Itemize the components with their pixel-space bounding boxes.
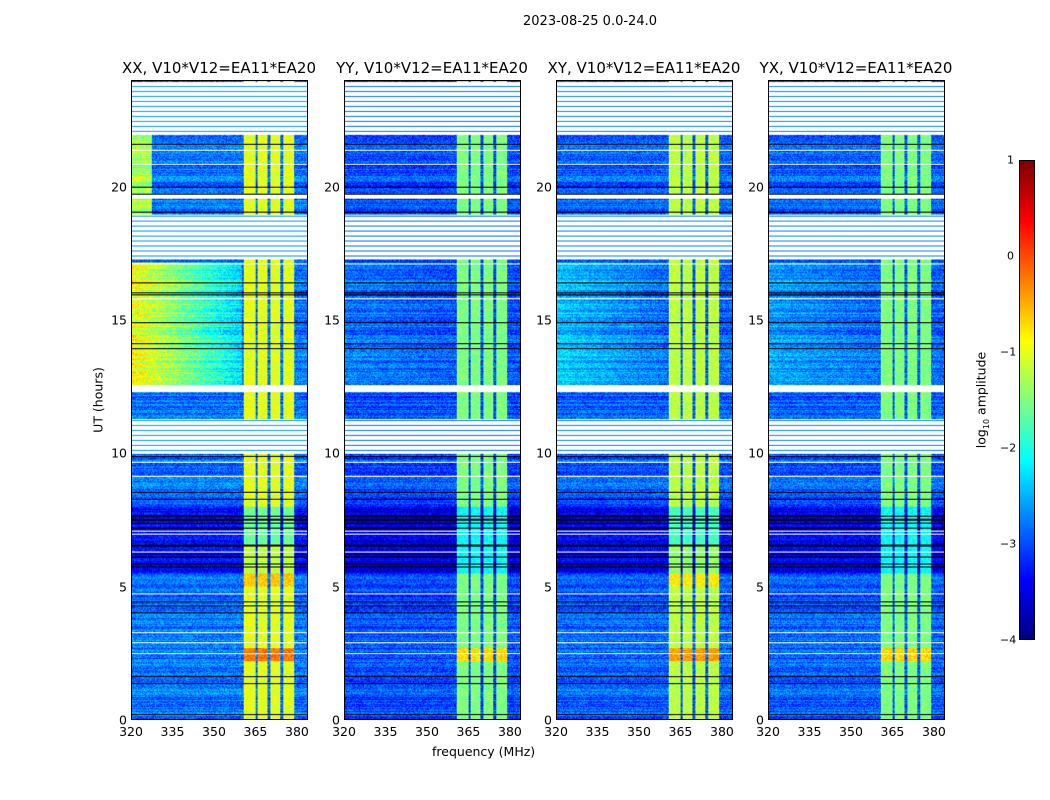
y-tick-label: 10 bbox=[536, 445, 552, 461]
panel-title: YX, V10*V12=EA11*EA20 bbox=[759, 59, 953, 77]
y-tick-label: 5 bbox=[756, 579, 764, 595]
x-axis-label: frequency (MHz) bbox=[432, 744, 536, 759]
y-tick-label: 20 bbox=[536, 179, 552, 195]
x-tick-label: 335 bbox=[797, 724, 822, 739]
x-tick-label: 365 bbox=[243, 724, 268, 739]
x-tick-label: 365 bbox=[880, 724, 905, 739]
spectrogram-1 bbox=[344, 80, 521, 720]
y-tick-label: 15 bbox=[748, 312, 764, 328]
y-tick-label: 10 bbox=[748, 445, 764, 461]
x-tick-label: 380 bbox=[922, 724, 946, 739]
y-tick-label: 15 bbox=[324, 312, 340, 328]
y-tick-label: 0 bbox=[756, 712, 764, 728]
x-tick-label: 365 bbox=[456, 724, 481, 739]
y-axis-label: UT (hours) bbox=[90, 367, 106, 433]
y-tick-label: 0 bbox=[544, 712, 552, 728]
x-tick-label: 320 bbox=[119, 724, 143, 739]
spectrogram-0 bbox=[131, 80, 308, 720]
y-tick-label: 5 bbox=[119, 579, 127, 595]
panel-title: XX, V10*V12=EA11*EA20 bbox=[121, 59, 317, 77]
x-tick-label: 320 bbox=[332, 724, 356, 739]
x-tick-label: 350 bbox=[839, 724, 863, 739]
y-tick-label: 20 bbox=[748, 179, 764, 195]
y-tick-label: 10 bbox=[111, 445, 127, 461]
y-tick-label: 5 bbox=[332, 579, 340, 595]
colorbar-tick-label: 0 bbox=[1007, 249, 1014, 263]
y-tick-label: 0 bbox=[332, 712, 340, 728]
y-tick-label: 15 bbox=[111, 312, 127, 328]
spectrogram-3 bbox=[768, 80, 945, 720]
y-tick-label: 0 bbox=[119, 712, 127, 728]
panel-title: XY, V10*V12=EA11*EA20 bbox=[547, 59, 741, 77]
colorbar-tick-label: 1 bbox=[1007, 153, 1014, 167]
colorbar bbox=[1019, 160, 1035, 640]
colorbar-tick-label: −3 bbox=[1000, 537, 1017, 551]
y-tick-label: 20 bbox=[324, 179, 340, 195]
x-tick-label: 335 bbox=[585, 724, 610, 739]
spectrogram-2 bbox=[556, 80, 733, 720]
x-tick-label: 365 bbox=[668, 724, 693, 739]
panel-title: YY, V10*V12=EA11*EA20 bbox=[336, 59, 528, 77]
x-tick-label: 320 bbox=[756, 724, 780, 739]
x-tick-label: 350 bbox=[627, 724, 651, 739]
colorbar-tick-label: −4 bbox=[1000, 633, 1017, 647]
x-tick-label: 350 bbox=[415, 724, 439, 739]
colorbar-tick-label: −1 bbox=[1000, 345, 1017, 359]
x-tick-label: 335 bbox=[373, 724, 398, 739]
colorbar-tick-label: −2 bbox=[1000, 441, 1017, 455]
x-tick-label: 335 bbox=[160, 724, 185, 739]
y-tick-label: 5 bbox=[544, 579, 552, 595]
figure-title: 2023-08-25 0.0-24.0 bbox=[523, 14, 657, 29]
x-tick-label: 350 bbox=[202, 724, 226, 739]
y-tick-label: 15 bbox=[536, 312, 552, 328]
x-tick-label: 380 bbox=[498, 724, 522, 739]
y-tick-label: 20 bbox=[111, 179, 127, 195]
x-tick-label: 320 bbox=[544, 724, 568, 739]
y-tick-label: 10 bbox=[324, 445, 340, 461]
colorbar-label: log10 amplitude bbox=[973, 351, 991, 449]
x-tick-label: 380 bbox=[285, 724, 309, 739]
x-tick-label: 380 bbox=[710, 724, 734, 739]
